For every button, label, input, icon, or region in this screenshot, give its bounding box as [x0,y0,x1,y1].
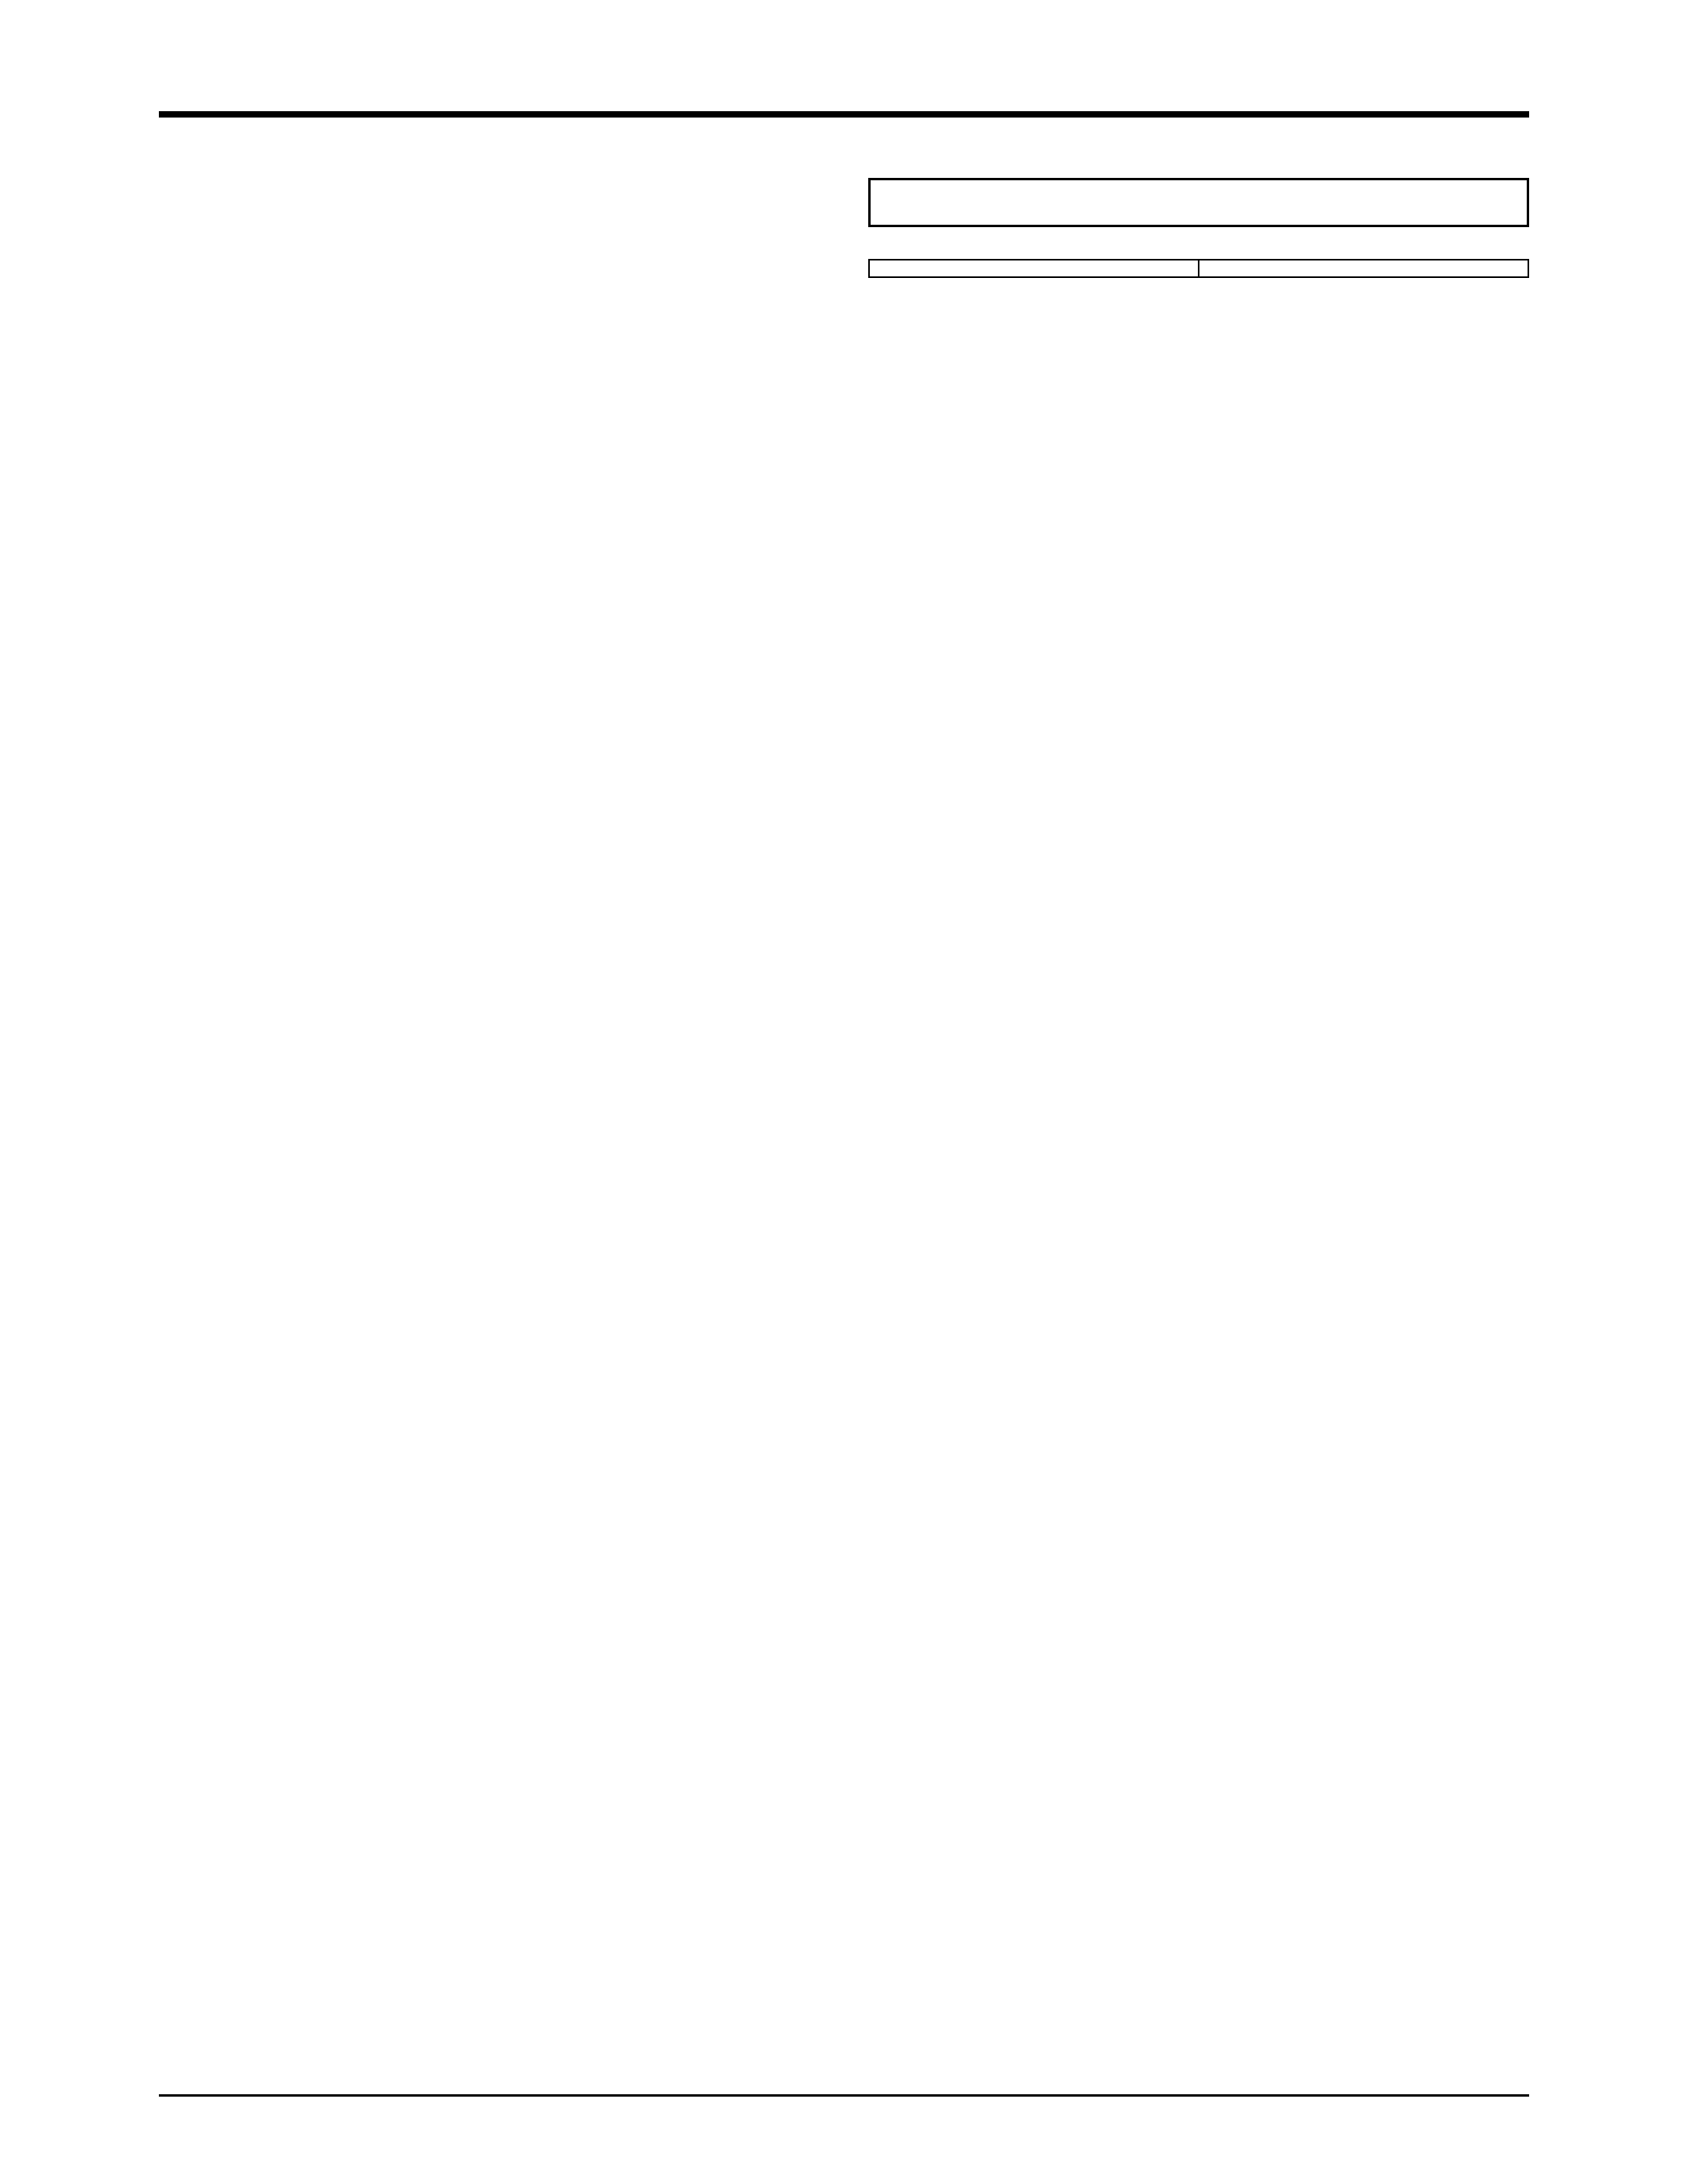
right-column [868,157,1530,283]
pin-configuration-box [868,178,1530,227]
left-column [159,157,821,283]
header-rule [159,111,1529,118]
footer-rule [159,2094,1529,2097]
pin-names-table [868,259,1530,278]
content-columns [159,157,1529,283]
pin-table-header-symbol [869,260,1199,277]
pin-table-header-description [1199,260,1528,277]
